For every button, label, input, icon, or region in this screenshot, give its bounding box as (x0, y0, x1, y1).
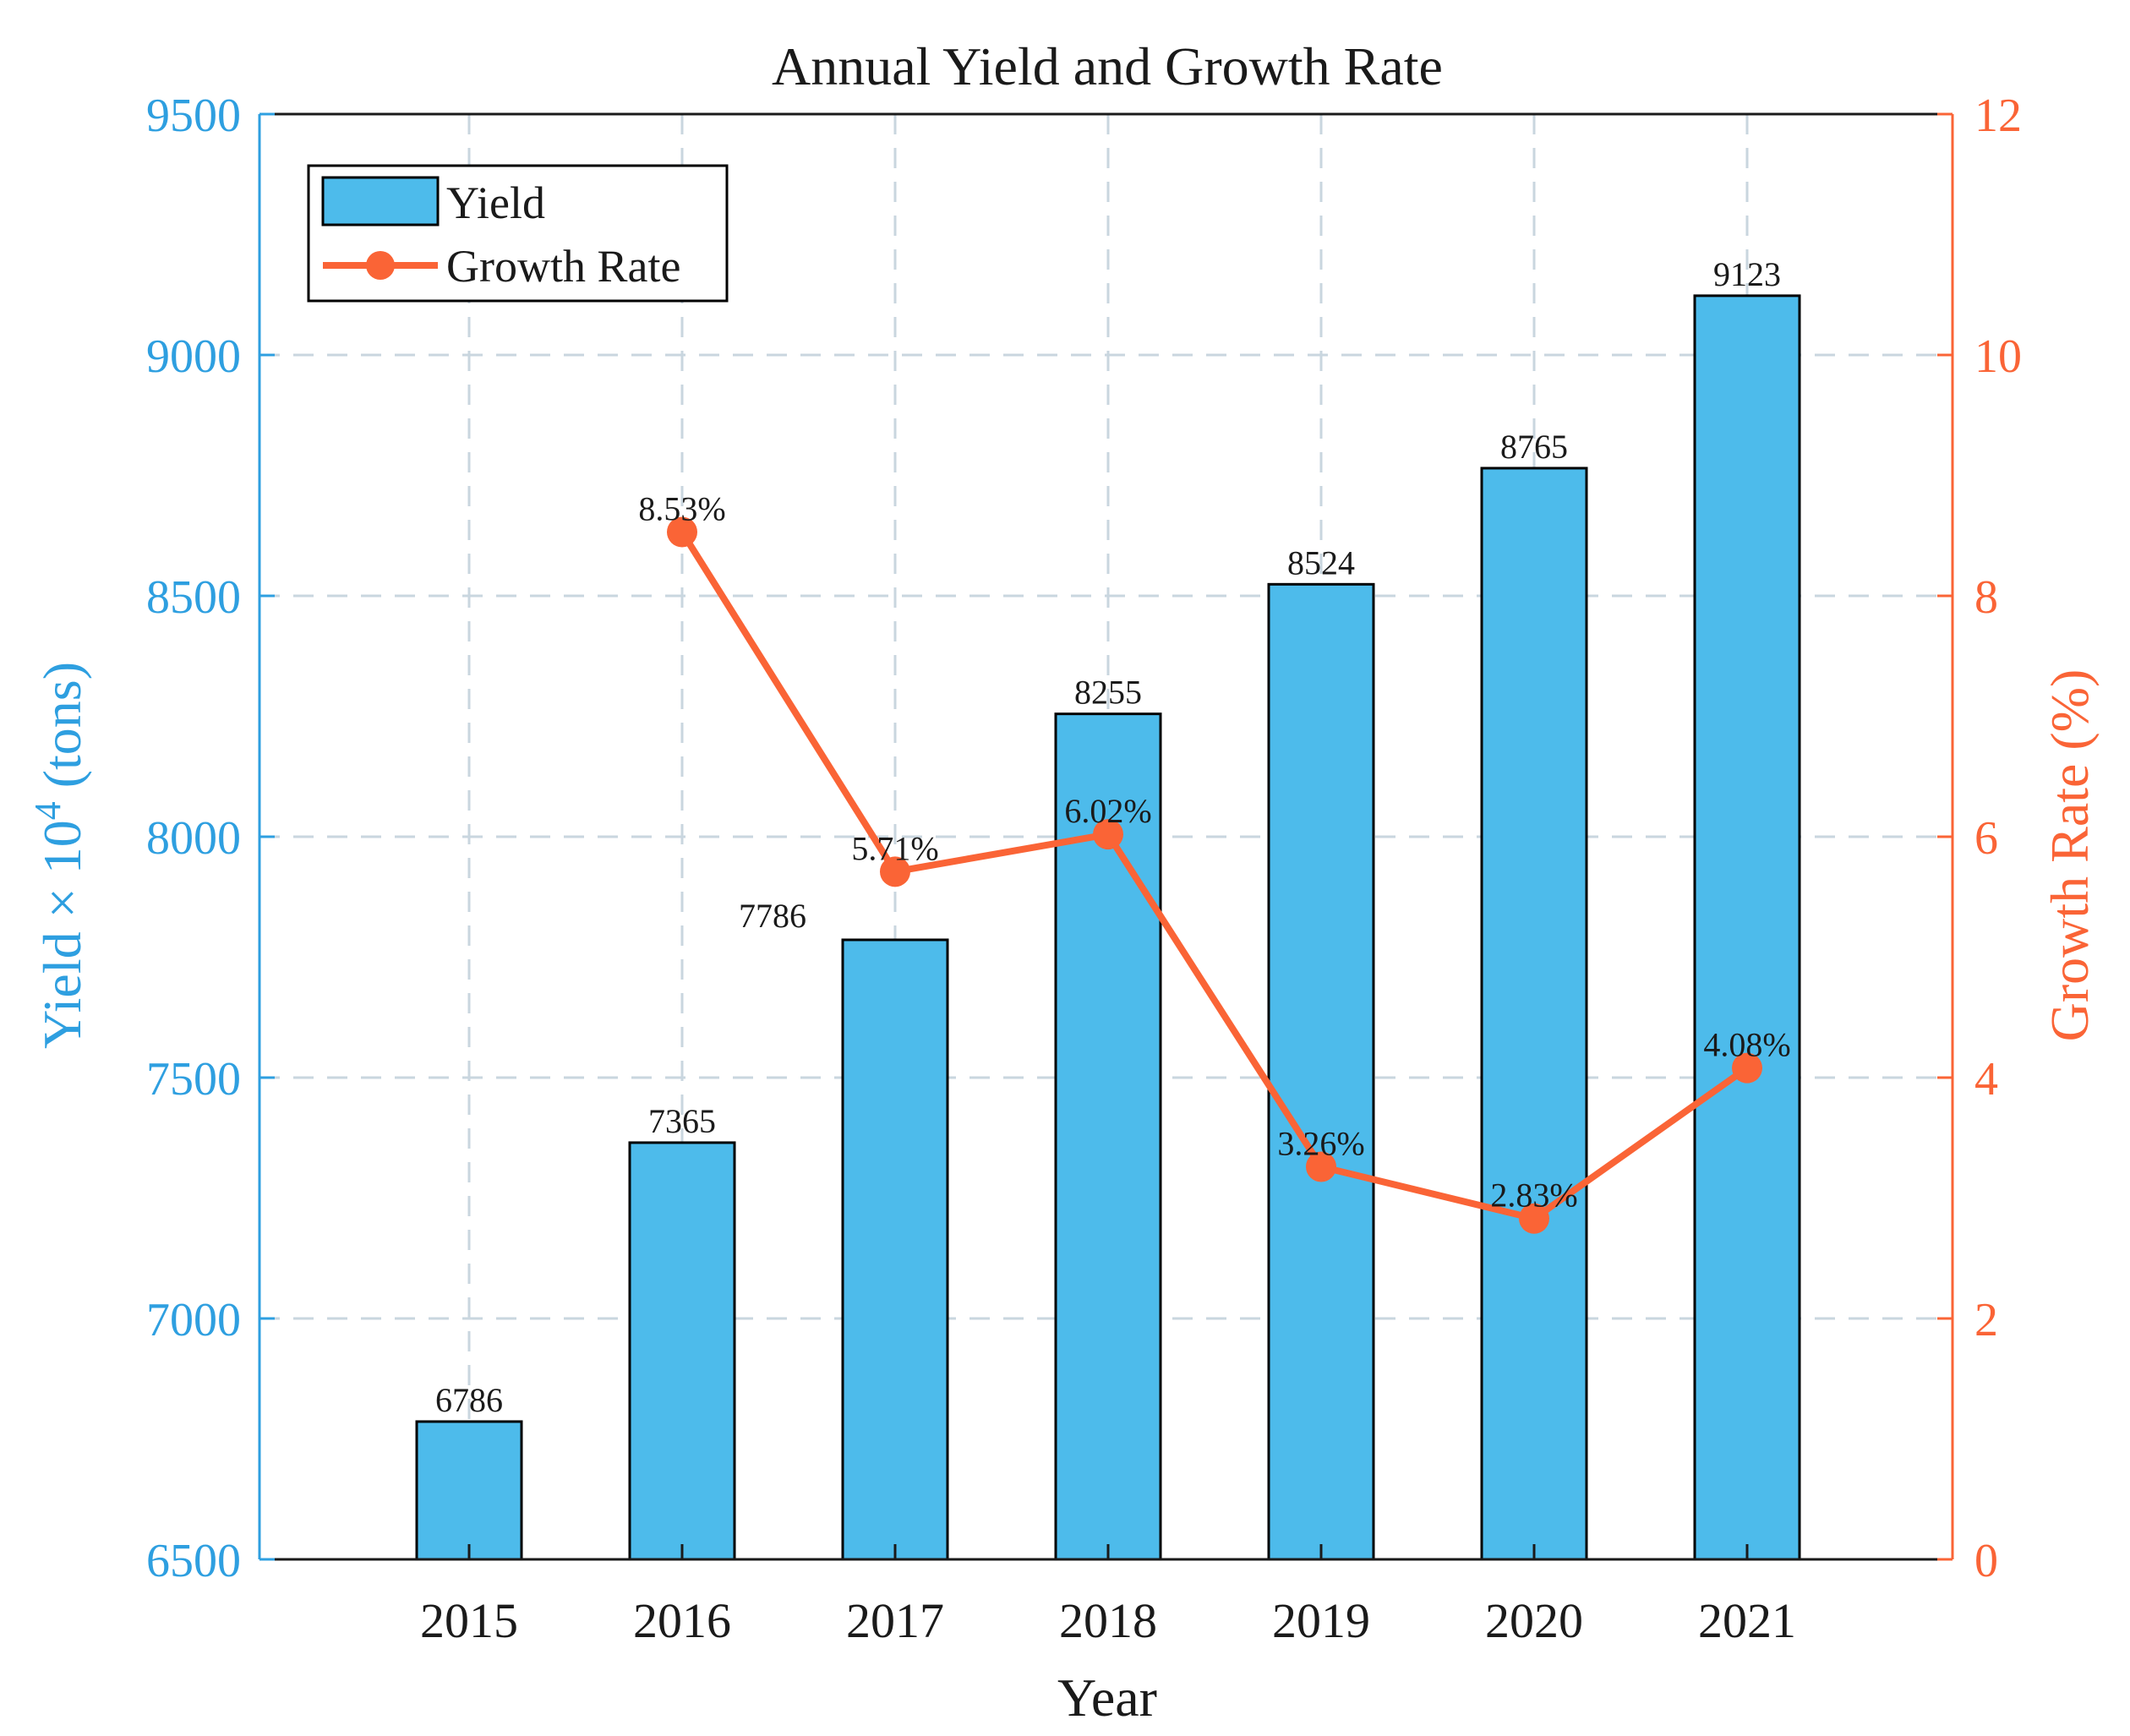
bar-yield-2021 (1693, 294, 1801, 1561)
x-tick-label: 2021 (1698, 1593, 1796, 1648)
y-left-tick-label: 7500 (146, 1053, 241, 1105)
y-left-tick-label: 8500 (146, 571, 241, 624)
y-right-tick-label: 12 (1974, 90, 2022, 142)
y-right-tick-label: 10 (1974, 330, 2022, 383)
growth-rate-label: 4.08% (1703, 1026, 1790, 1064)
y-axis-left-label-exponent: 4 (27, 801, 68, 820)
growth-rate-line (679, 530, 1750, 1222)
line-layer (667, 516, 1762, 1234)
y-axis-left-label-main: Yield × 10 (32, 820, 92, 1049)
y-axis-left-label: Yield × 104 (tons) (27, 662, 92, 1049)
growth-rate-point-2020 (1519, 1203, 1549, 1234)
y-left-tick-label: 6500 (146, 1535, 241, 1587)
x-axis-label: Year (1057, 1668, 1157, 1728)
y-axis-left-label-unit: (tons) (32, 662, 92, 801)
y-left-tick-label: 7000 (146, 1294, 241, 1346)
y-right-tick-label: 2 (1974, 1294, 1998, 1346)
bar-value-label: 8765 (1500, 428, 1568, 466)
growth-rate-label: 6.02% (1064, 792, 1151, 830)
bar-value-label: 8524 (1287, 543, 1355, 581)
x-tick-label: 2020 (1485, 1593, 1583, 1648)
legend-label-growth: Growth Rate (446, 241, 680, 292)
growth-rate-point-2019 (1306, 1151, 1336, 1182)
bar-yield-2019 (1267, 582, 1375, 1561)
growth-rate-label: 2.83% (1490, 1176, 1577, 1215)
y-left-tick-label: 9500 (146, 90, 241, 142)
bar-value-label: 6786 (435, 1381, 503, 1419)
y-axis-right-label: Growth Rate (%) (2040, 669, 2100, 1042)
axis-layer: 6500 7000 7500 8000 8500 9000 9500 0 2 4 6 8 10 12 201… (146, 90, 2022, 1648)
bar-value-label: 7365 (648, 1102, 716, 1140)
bar-value-label: 8255 (1074, 674, 1142, 712)
legend-swatch-yield (321, 176, 440, 227)
bar-yield-2016 (628, 1141, 736, 1561)
x-tick-label: 2015 (420, 1593, 518, 1648)
x-tick-label: 2019 (1272, 1593, 1370, 1648)
y-right-tick-label: 6 (1974, 812, 1998, 865)
x-tick-label: 2016 (633, 1593, 731, 1648)
growth-rate-point-2016 (667, 516, 697, 548)
bar-yield-2015 (415, 1420, 523, 1561)
legend-swatch-growth-marker (366, 251, 395, 280)
bar-yield-2017 (841, 938, 949, 1561)
legend-label-yield: Yield (446, 177, 545, 228)
growth-rate-label: 8.53% (638, 489, 725, 527)
x-tick-label: 2018 (1059, 1593, 1157, 1648)
growth-rate-label: 5.71% (851, 829, 938, 867)
bar-value-label: 9123 (1713, 255, 1781, 293)
y-right-tick-label: 0 (1974, 1535, 1998, 1587)
x-tick-label: 2017 (846, 1593, 944, 1648)
chart-title: Annual Yield and Growth Rate (772, 36, 1443, 96)
y-left-tick-label: 8000 (146, 812, 241, 865)
bar-yield-2020 (1480, 467, 1588, 1561)
growth-rate-label: 3.26% (1277, 1124, 1364, 1162)
growth-rate-point-2018 (1093, 819, 1123, 850)
y-left-tick-label: 9000 (146, 330, 241, 383)
growth-rate-point-2021 (1732, 1052, 1762, 1084)
bar-yield-2018 (1054, 712, 1162, 1561)
legend: Yield Growth Rate (307, 164, 729, 303)
y-right-tick-label: 4 (1974, 1053, 1998, 1105)
bar-layer (415, 294, 1801, 1561)
y-right-tick-label: 8 (1974, 571, 1998, 624)
bar-value-label: 7786 (739, 897, 806, 935)
label-layer: 6786 7365 7786 8255 8524 8765 9123 8.53% 5.71% 6.… (435, 255, 1791, 1419)
growth-rate-point-2017 (880, 856, 910, 887)
